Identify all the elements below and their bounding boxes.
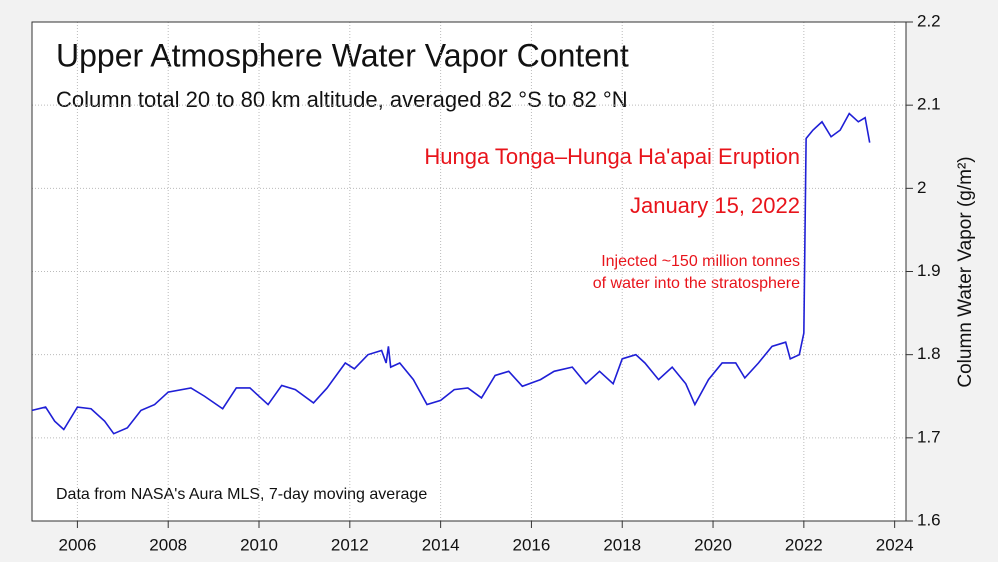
x-tick-label: 2022 xyxy=(785,535,823,554)
y-tick-label: 1.7 xyxy=(917,427,941,446)
y-tick-label: 2.1 xyxy=(917,95,941,114)
x-tick-label: 2018 xyxy=(603,535,641,554)
annotation: January 15, 2022 xyxy=(630,193,800,218)
plot-area xyxy=(32,22,906,521)
x-tick-label: 2014 xyxy=(422,535,460,554)
annotation: Data from NASA's Aura MLS, 7-day moving … xyxy=(56,486,427,503)
annotation: Hunga Tonga–Hunga Ha'apai Eruption xyxy=(424,144,800,169)
y-tick-label: 2.2 xyxy=(917,11,941,30)
chart-title: Upper Atmosphere Water Vapor Content xyxy=(56,37,629,73)
x-tick-label: 2024 xyxy=(876,535,914,554)
annotation: Injected ~150 million tonnes xyxy=(601,253,800,270)
x-tick-label: 2020 xyxy=(694,535,732,554)
y-tick-label: 1.9 xyxy=(917,261,941,280)
y-tick-label: 1.8 xyxy=(917,344,941,363)
x-tick-label: 2008 xyxy=(149,535,187,554)
y-tick-label: 1.6 xyxy=(917,510,941,529)
x-tick-label: 2012 xyxy=(331,535,369,554)
chart-subtitle: Column total 20 to 80 km altitude, avera… xyxy=(56,87,628,112)
plot-frame xyxy=(31,21,907,522)
y-axis-label: Column Water Vapor (g/m²) xyxy=(955,156,976,387)
y-tick-label: 2 xyxy=(917,178,926,197)
annotation: of water into the stratosphere xyxy=(593,275,800,292)
data-line xyxy=(31,112,871,435)
x-tick-label: 2006 xyxy=(58,535,96,554)
x-tick-label: 2010 xyxy=(240,535,278,554)
x-tick-label: 2016 xyxy=(513,535,551,554)
